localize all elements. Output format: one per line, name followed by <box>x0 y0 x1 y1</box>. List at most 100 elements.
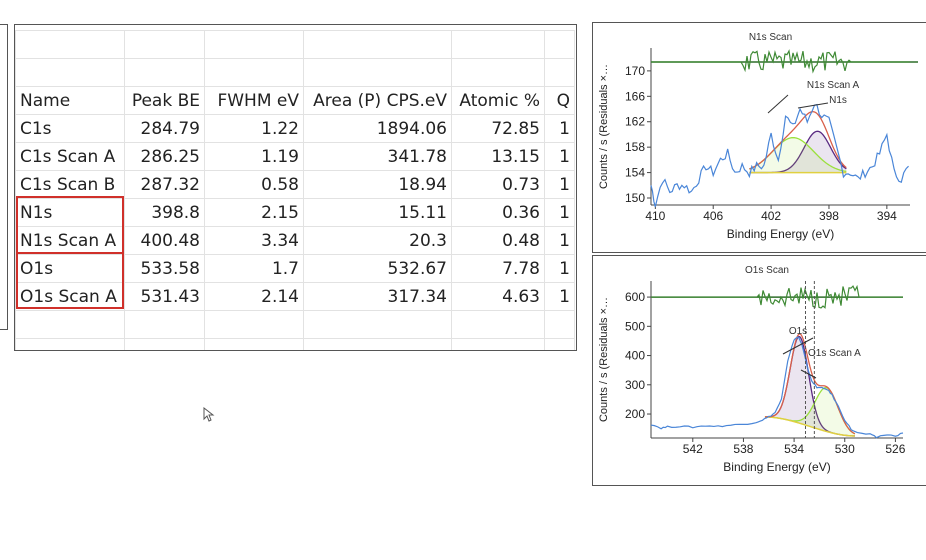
cell-q[interactable]: 1 <box>544 254 575 283</box>
cell-name[interactable]: C1s <box>15 114 125 143</box>
cell-peak-be[interactable]: 400.48 <box>124 226 205 255</box>
y-tick-label: 400 <box>625 349 645 363</box>
component-label: O1s <box>789 326 807 337</box>
x-tick-label: 402 <box>761 209 781 223</box>
x-axis-label: Binding Energy (eV) <box>727 227 834 241</box>
cell-peak-be[interactable]: 398.8 <box>124 198 205 227</box>
cell-fwhm[interactable]: 1.7 <box>204 254 304 283</box>
envelope-curve <box>764 333 856 435</box>
cell-peak-be[interactable]: 286.25 <box>124 142 205 171</box>
header-atomic[interactable]: Atomic % <box>451 86 545 115</box>
x-tick-label: 394 <box>877 209 897 223</box>
y-tick-label: 500 <box>625 319 645 333</box>
cell-name[interactable]: N1s Scan A <box>15 226 125 255</box>
chart-title: O1s Scan <box>745 265 789 276</box>
quantification-table[interactable]: Name Peak BE FWHM eV Area (P) CPS.eV Ato… <box>14 24 577 351</box>
x-tick-label: 410 <box>645 209 665 223</box>
y-tick-label: 154 <box>625 166 645 180</box>
cell-area[interactable]: 532.67 <box>303 254 452 283</box>
cell-area[interactable]: 20.3 <box>303 226 452 255</box>
component-fill <box>749 137 847 173</box>
cell-atomic-percent[interactable]: 0.73 <box>451 170 545 199</box>
component-fill <box>764 336 855 436</box>
cell-q[interactable]: 1 <box>544 142 575 171</box>
cell-q[interactable]: 1 <box>544 170 575 199</box>
cell-peak-be[interactable]: 531.43 <box>124 282 205 311</box>
cell-q[interactable]: 1 <box>544 226 575 255</box>
annotation-leader <box>800 369 817 379</box>
cell-area[interactable]: 15.11 <box>303 198 452 227</box>
table-row: C1s Scan A 286.25 1.19 341.78 13.15 1 <box>15 142 575 171</box>
n1s-chart-panel[interactable]: N1s Scan 150 154 158 162 166 170 410 406 402 398 39… <box>592 22 926 253</box>
y-tick-label: 150 <box>625 191 645 205</box>
component-label: N1s Scan A <box>807 80 860 91</box>
cell-atomic-percent[interactable]: 4.63 <box>451 282 545 311</box>
cell-fwhm[interactable]: 2.15 <box>204 198 304 227</box>
cell-atomic-percent[interactable]: 72.85 <box>451 114 545 143</box>
x-tick-label: 542 <box>683 442 703 456</box>
header-q[interactable]: Q <box>544 86 575 115</box>
cell-fwhm[interactable]: 0.58 <box>204 170 304 199</box>
cell-atomic-percent[interactable]: 13.15 <box>451 142 545 171</box>
cell-name[interactable]: C1s Scan A <box>15 142 125 171</box>
y-tick-label: 158 <box>625 140 645 154</box>
raw-spectrum <box>650 336 904 439</box>
mouse-cursor-icon <box>203 407 215 422</box>
cell-area[interactable]: 1894.06 <box>303 114 452 143</box>
cell-atomic-percent[interactable]: 7.78 <box>451 254 545 283</box>
table-row: N1s 398.8 2.15 15.11 0.36 1 <box>15 198 575 227</box>
y-tick-label: 200 <box>625 407 645 421</box>
background-line <box>764 416 855 437</box>
highlight-o1s <box>16 252 124 309</box>
annotation-leader <box>767 94 789 114</box>
x-tick-label: 538 <box>733 442 753 456</box>
empty-row <box>15 58 575 87</box>
table-row: N1s Scan A 400.48 3.34 20.3 0.48 1 <box>15 226 575 255</box>
y-tick-label: 300 <box>625 378 645 392</box>
cell-peak-be[interactable]: 284.79 <box>124 114 205 143</box>
chart-svg: N1s Scan 150 154 158 162 166 170 410 406 402 398 39… <box>598 32 918 241</box>
cell-atomic-percent[interactable]: 0.48 <box>451 226 545 255</box>
component-label: N1s <box>829 95 847 106</box>
component-fill <box>749 131 847 173</box>
o1s-chart-panel[interactable]: O1s Scan 200 300 400 500 600 542 538 534 530 526 Bi… <box>592 255 926 486</box>
cell-name[interactable]: C1s Scan B <box>15 170 125 199</box>
annotation-leader <box>797 102 829 109</box>
cell-fwhm[interactable]: 2.14 <box>204 282 304 311</box>
header-fwhm[interactable]: FWHM eV <box>204 86 304 115</box>
chart-svg: O1s Scan 200 300 400 500 600 542 538 534 530 526 Bi… <box>598 265 906 474</box>
annotation-leader <box>782 337 814 355</box>
y-axis-label: Counts / s (Residuals ×… <box>598 297 610 422</box>
x-tick-label: 526 <box>885 442 905 456</box>
x-tick-label: 398 <box>819 209 839 223</box>
x-tick-label: 406 <box>703 209 723 223</box>
residual-line <box>651 49 909 74</box>
cell-fwhm[interactable]: 3.34 <box>204 226 304 255</box>
table-row: C1s 284.79 1.22 1894.06 72.85 1 <box>15 114 575 143</box>
empty-row <box>15 338 575 350</box>
cell-q[interactable]: 1 <box>544 282 575 311</box>
x-tick-label: 530 <box>835 442 855 456</box>
cell-area[interactable]: 317.34 <box>303 282 452 311</box>
table-row: O1s Scan A 531.43 2.14 317.34 4.63 1 <box>15 282 575 311</box>
cell-peak-be[interactable]: 533.58 <box>124 254 205 283</box>
cell-peak-be[interactable]: 287.32 <box>124 170 205 199</box>
header-peak-be[interactable]: Peak BE <box>124 86 205 115</box>
cell-fwhm[interactable]: 1.22 <box>204 114 304 143</box>
cell-atomic-percent[interactable]: 0.36 <box>451 198 545 227</box>
cell-name[interactable]: O1s Scan A <box>15 282 125 311</box>
empty-row <box>15 310 575 339</box>
y-tick-label: 170 <box>625 64 645 78</box>
header-row: Name Peak BE FWHM eV Area (P) CPS.eV Ato… <box>15 86 575 115</box>
cell-q[interactable]: 1 <box>544 114 575 143</box>
cell-q[interactable]: 1 <box>544 198 575 227</box>
cell-area[interactable]: 18.94 <box>303 170 452 199</box>
table-row: C1s Scan B 287.32 0.58 18.94 0.73 1 <box>15 170 575 199</box>
cell-name[interactable]: N1s <box>15 198 125 227</box>
cell-fwhm[interactable]: 1.19 <box>204 142 304 171</box>
y-axis-label: Counts / s (Residuals ×… <box>598 64 610 189</box>
highlight-n1s <box>16 196 124 254</box>
header-name[interactable]: Name <box>15 86 125 115</box>
cell-area[interactable]: 341.78 <box>303 142 452 171</box>
header-area[interactable]: Area (P) CPS.eV <box>303 86 452 115</box>
